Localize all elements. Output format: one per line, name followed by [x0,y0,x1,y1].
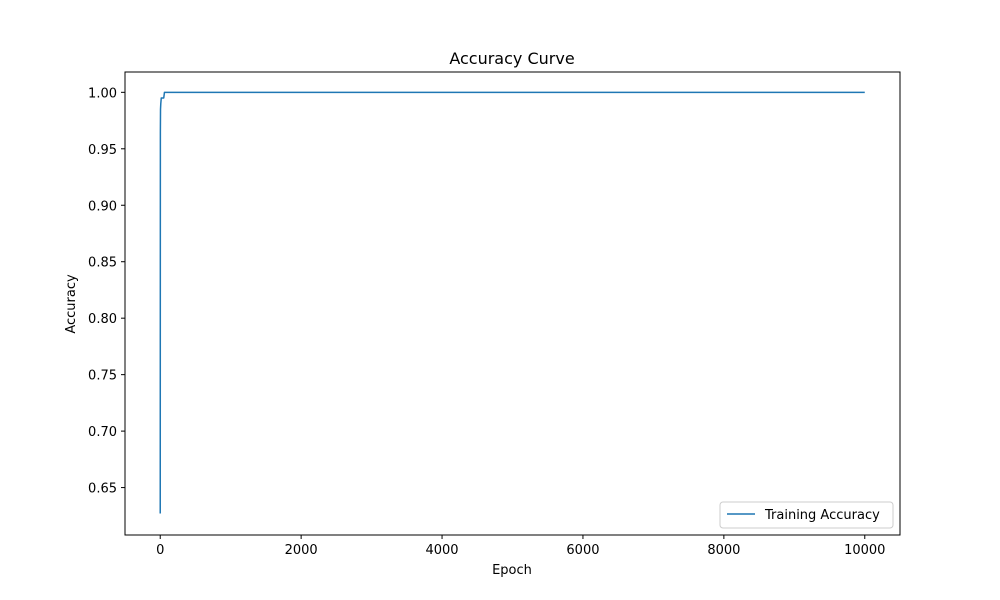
y-tick-label: 1.00 [88,86,117,101]
x-tick-label: 2000 [285,543,318,558]
y-tick-label: 0.75 [88,369,117,384]
chart-title: Accuracy Curve [449,49,574,68]
x-tick-label: 6000 [566,543,599,558]
y-axis-title: Accuracy [64,274,79,334]
plot-frame [124,71,901,536]
y-axis: 0.65 0.70 0.75 0.80 0.85 0.90 0.95 1.00 [88,86,125,497]
x-axis: 0 2000 4000 6000 8000 10000 [156,535,885,558]
y-tick-label: 0.70 [88,425,117,440]
x-tick-label: 0 [156,543,164,558]
legend-box [719,501,894,529]
y-tick-label: 0.80 [88,312,117,327]
y-tick-label: 0.95 [88,143,117,158]
x-tick-label: 4000 [425,543,458,558]
legend-label-training-accuracy: Training Accuracy [764,508,880,523]
y-tick-label: 0.85 [88,256,117,271]
x-tick-label: 8000 [707,543,740,558]
y-tick-label: 0.65 [88,482,117,497]
plot-area [159,91,865,514]
legend: Training Accuracy [719,501,894,529]
x-tick-label: 10000 [844,543,885,558]
x-axis-title: Epoch [492,563,532,578]
series-line-training-accuracy [159,91,865,514]
y-tick-label: 0.90 [88,199,117,214]
